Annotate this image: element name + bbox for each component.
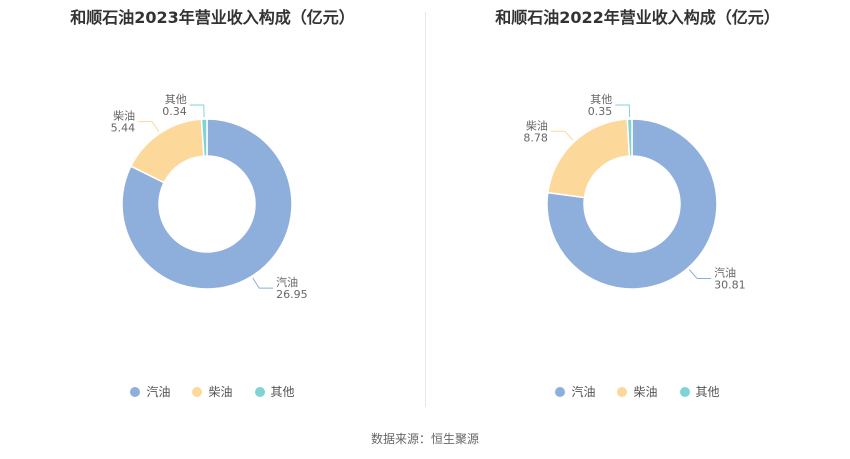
leader-line — [252, 277, 274, 289]
legend: 汽油 柴油 其他 — [425, 383, 850, 400]
legend-dot — [254, 386, 265, 397]
legend-label: 柴油 — [633, 385, 658, 399]
legend-item-diesel[interactable]: 柴油 — [192, 383, 233, 400]
legend-item-other[interactable]: 其他 — [679, 383, 720, 400]
legend-item-other[interactable]: 其他 — [254, 383, 295, 400]
data-source: 数据来源：恒生聚源 — [370, 432, 479, 446]
legend-dot — [555, 386, 566, 397]
leader-line — [138, 121, 160, 132]
leader-line — [189, 104, 205, 118]
legend-item-gasoline[interactable]: 汽油 — [555, 383, 595, 400]
slice-category-label: 柴油 — [113, 109, 135, 123]
slice-category-label: 其他 — [590, 93, 612, 106]
slice-value-label: 30.81 — [714, 279, 746, 292]
legend-label: 汽油 — [571, 385, 596, 399]
leader-line — [615, 104, 631, 118]
slice-category-label: 汽油 — [714, 266, 736, 280]
legend: 汽油 柴油 其他 — [0, 383, 425, 400]
chart-title: 和顺石油2022年营业收入构成（亿元） — [495, 8, 780, 27]
legend-label: 其他 — [270, 385, 295, 399]
legend-dot — [679, 386, 690, 397]
slice-category-label: 其他 — [165, 93, 187, 106]
slice-gasoline[interactable] — [546, 118, 718, 290]
legend-item-diesel[interactable]: 柴油 — [617, 383, 658, 400]
slice-category-label: 汽油 — [276, 275, 298, 289]
leader-line — [550, 130, 574, 141]
slice-category-label: 柴油 — [526, 118, 548, 132]
slice-gasoline[interactable] — [121, 118, 293, 290]
panel-divider — [425, 12, 426, 407]
slice-value-label: 8.78 — [523, 131, 548, 144]
legend-item-gasoline[interactable]: 汽油 — [130, 383, 170, 400]
slice-value-label: 0.34 — [162, 105, 187, 118]
chart-title: 和顺石油2023年营业收入构成（亿元） — [70, 8, 355, 27]
slice-other[interactable] — [626, 118, 633, 157]
chart-panel-2023: 和顺石油2023年营业收入构成（亿元） 汽油 26.95 柴油 5.44 其他 0.34 … — [0, 0, 425, 420]
slice-other[interactable] — [200, 118, 208, 157]
legend-label: 其他 — [695, 385, 720, 399]
slice-value-label: 0.35 — [588, 105, 613, 118]
slice-value-label: 26.95 — [276, 288, 308, 301]
legend-dot — [192, 386, 203, 397]
legend-dot — [617, 386, 628, 397]
leader-line — [688, 269, 712, 280]
slice-value-label: 5.44 — [111, 122, 136, 135]
legend-label: 柴油 — [208, 385, 233, 399]
legend-label: 汽油 — [146, 385, 171, 399]
legend-dot — [130, 386, 141, 397]
chart-panel-2022: 和顺石油2022年营业收入构成（亿元） 汽油 30.81 柴油 8.78 其他 0.35 … — [425, 0, 850, 420]
